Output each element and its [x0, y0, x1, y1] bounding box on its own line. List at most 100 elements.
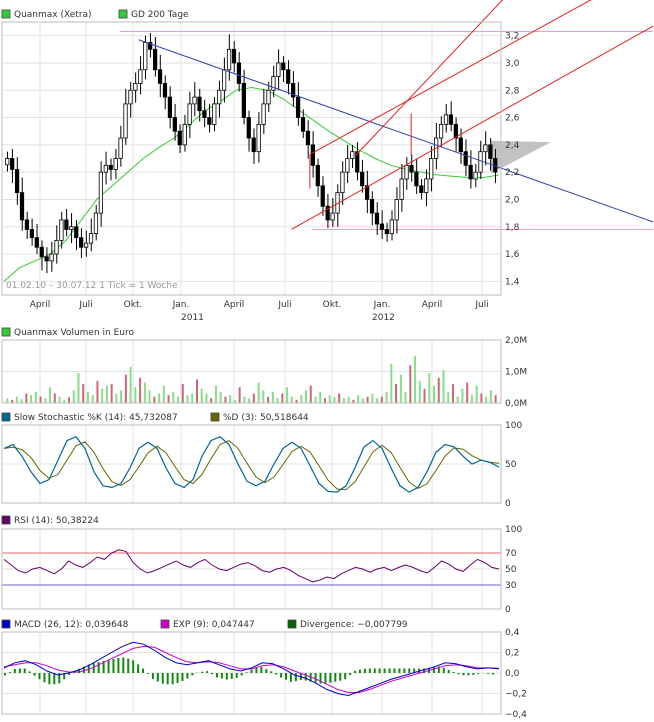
candle-body-15: [79, 237, 84, 248]
volume-legend-swatch: [1, 327, 11, 337]
candle-body-79: [394, 199, 399, 221]
rsi-grid: [2, 528, 501, 610]
rsi-y-tick-4: 0: [505, 605, 511, 615]
rsi-frame: [1, 528, 502, 610]
candle-body-48: [241, 83, 246, 118]
candle-body-57: [286, 69, 291, 84]
candle-body-53: [266, 89, 271, 105]
candle-body-59: [295, 96, 301, 118]
volume-grid: [2, 339, 501, 404]
candle-body-85: [424, 178, 429, 194]
candle-body-75: [374, 212, 380, 225]
rsi-y-tick-1: 70: [505, 549, 517, 559]
candle-body-56: [281, 62, 286, 71]
exp-legend-swatch: [160, 619, 170, 629]
candle-body-86: [429, 158, 434, 180]
candle-body-54: [271, 76, 276, 91]
candle-body-97: [483, 144, 488, 153]
candle-body-66: [330, 212, 335, 221]
candle-body-26: [133, 83, 138, 91]
rsi-y-tick-2: 50: [505, 565, 517, 575]
candle-body-62: [310, 144, 315, 166]
channel-upper-line: [309, 0, 592, 155]
price-y-tick-8: 1,6: [505, 250, 520, 260]
price-y-axis: 3,2 3,0 2,8 2,6 2,4 2,2 2,0 1,8 1,6 1,4: [505, 32, 520, 288]
candle-body-27: [138, 69, 143, 84]
candle-body-1: [10, 158, 15, 170]
exp-legend-label: EXP (9): 0,047447: [173, 620, 255, 630]
candle-body-93: [463, 151, 468, 166]
x-tick-1: Juli: [78, 300, 92, 310]
candle-body-77: [384, 229, 389, 234]
candle-body-38: [192, 96, 197, 105]
candle-body-50: [251, 137, 256, 153]
candle-body-51: [256, 123, 261, 153]
candle-body-12: [64, 219, 69, 230]
candle-body-89: [443, 114, 449, 125]
candle-body-94: [468, 164, 473, 180]
candle-body-25: [128, 89, 133, 105]
candle-body-21: [108, 164, 113, 170]
x-tick-0: April: [30, 300, 51, 310]
stochastic-frame: [1, 424, 502, 504]
candle-body-29: [148, 42, 153, 50]
price-y-tick-0: 3,2: [505, 32, 519, 42]
candle-body-58: [291, 83, 296, 98]
candle-body-7: [39, 246, 44, 258]
price-y-tick-3: 2,6: [505, 114, 520, 124]
macd-panel: MACD (26, 12): 0,039648 EXP (9): 0,04744…: [1, 619, 527, 720]
candle-body-84: [419, 185, 424, 194]
candle-body-72: [360, 171, 365, 187]
candle-body-68: [340, 171, 345, 194]
candle-body-9: [49, 253, 54, 262]
candle-body-80: [399, 178, 404, 200]
candle-body-22: [113, 158, 118, 170]
candle-body-3: [19, 192, 25, 221]
stochastic-plot: [3, 435, 500, 493]
macd-y-tick-3: −0,2: [505, 690, 527, 700]
macd-legend-label: MACD (26, 12): 0,039648: [14, 620, 129, 630]
price-y-tick-2: 2,8: [505, 86, 520, 96]
candle-body-28: [143, 42, 148, 71]
resistance-trendline: [138, 39, 654, 223]
candle-body-18: [93, 212, 99, 234]
volume-y-tick-1: 1,0M: [505, 368, 527, 378]
price-y-tick-5: 2,2: [505, 168, 519, 178]
candle-body-65: [325, 205, 330, 221]
candle-body-91: [453, 123, 458, 139]
candle-body-14: [74, 226, 79, 239]
stochastic-panel: Slow Stochastic %K (14): 45,732087 %D (3…: [1, 412, 522, 509]
candle-body-55: [276, 62, 281, 78]
rsi-plot: [2, 549, 501, 586]
macd-legend-swatch: [1, 619, 11, 629]
candle-body-8: [44, 256, 49, 262]
macd-frame: [1, 631, 502, 715]
volume-frame: [1, 339, 502, 404]
candle-body-32: [162, 83, 168, 98]
candle-body-71: [355, 151, 360, 173]
rsi-legend-swatch: [1, 515, 11, 525]
rsi-legend-label: RSI (14): 50,38224: [14, 516, 99, 526]
volume-y-tick-0: 2,0M: [505, 336, 527, 346]
candle-body-42: [212, 103, 217, 125]
candle-body-90: [448, 114, 454, 125]
macd-y-tick-4: −0,4: [505, 710, 527, 720]
volume-legend-label: Quanmax Volumen in Euro: [14, 328, 134, 338]
candle-body-37: [187, 103, 192, 125]
candle-body-35: [177, 130, 182, 146]
candle-body-2: [14, 169, 20, 194]
divergence-legend-label: Divergence: −0,007799: [300, 620, 408, 630]
year-label-2012: 2012: [372, 313, 395, 323]
macd-plot: [3, 641, 500, 697]
candle-body-4: [24, 219, 30, 230]
price-plot: [3, 0, 654, 282]
candle-body-92: [458, 137, 463, 153]
x-tick-4: April: [224, 300, 245, 310]
candle-body-0: [5, 158, 10, 166]
candle-body-52: [261, 103, 266, 125]
stochastic-y-tick-0: 100: [505, 421, 522, 431]
candle-body-44: [222, 69, 227, 91]
candle-body-16: [83, 242, 89, 248]
rsi-line: [3, 549, 500, 583]
